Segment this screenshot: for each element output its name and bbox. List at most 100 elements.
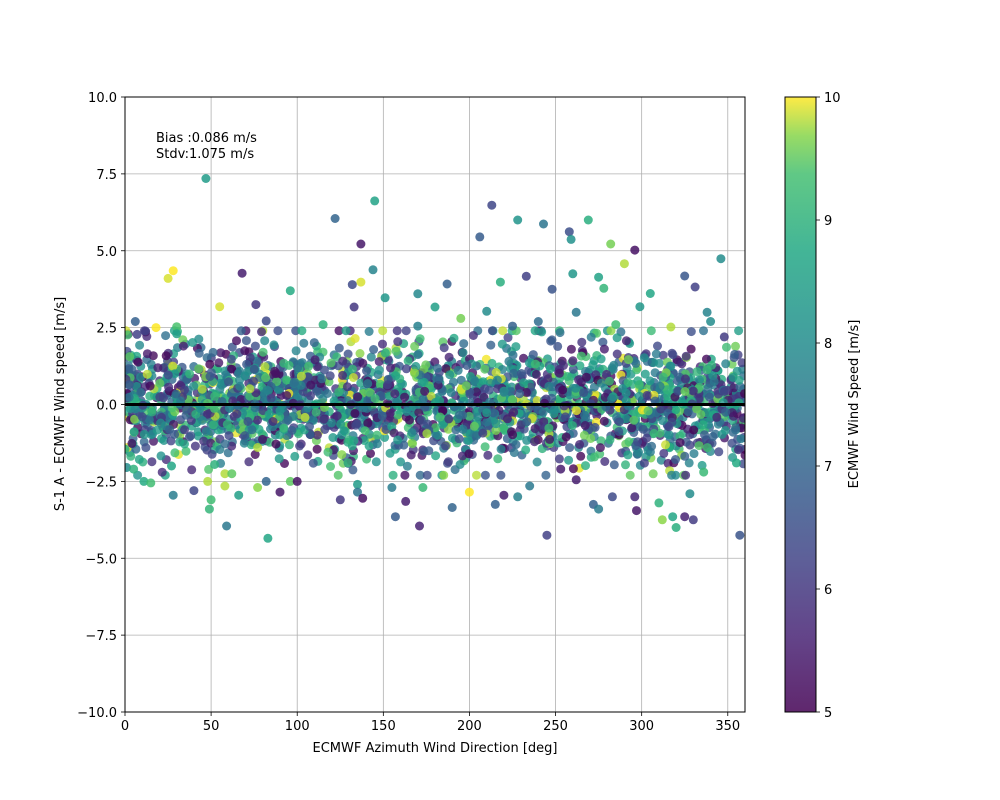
scatter-point (447, 503, 457, 512)
scatter-point (372, 430, 382, 440)
scatter-point (630, 492, 640, 502)
scatter-point (362, 366, 371, 376)
scatter-point (522, 435, 532, 445)
scatter-point (606, 239, 616, 249)
scatter-point (675, 431, 685, 441)
scatter-point (410, 368, 419, 378)
scatter-point (671, 455, 680, 464)
scatter-point (642, 433, 652, 443)
scatter-point (408, 439, 417, 449)
scatter-point (553, 341, 563, 351)
scatter-point (575, 440, 585, 449)
scatter-point (163, 273, 173, 283)
scatter-point (413, 289, 423, 299)
scatter-point (493, 454, 503, 464)
scatter-point (522, 417, 532, 427)
scatter-point (127, 438, 137, 448)
scatter-point (145, 391, 155, 401)
scatter-point (161, 351, 171, 361)
scatter-point (415, 334, 425, 344)
scatter-point (317, 374, 327, 384)
scatter-point (401, 364, 411, 374)
scatter-point (472, 470, 481, 480)
scatter-point (614, 417, 624, 427)
scatter-point (468, 331, 478, 340)
scatter-point (480, 364, 490, 374)
scatter-point (555, 328, 565, 338)
scatter-point (734, 375, 744, 385)
scatter-point (130, 414, 140, 424)
scatter-point (349, 302, 359, 312)
scatter-point (251, 300, 261, 310)
scatter-point (439, 470, 449, 480)
scatter-point (250, 341, 260, 351)
scatter-point (415, 470, 425, 480)
scatter-point (311, 407, 321, 417)
scatter-point (699, 467, 709, 477)
scatter-point (579, 388, 589, 398)
y-tick-label: −2.5 (85, 475, 117, 490)
scatter-point (180, 425, 189, 435)
scatter-point (136, 372, 145, 382)
scatter-point (348, 373, 358, 382)
scatter-point (222, 521, 232, 531)
scatter-point (507, 395, 517, 405)
scatter-point (560, 412, 570, 422)
scatter-point (282, 391, 292, 400)
scatter-point (261, 476, 271, 486)
scatter-point (410, 341, 420, 351)
scatter-point (187, 465, 197, 475)
scatter-point (390, 389, 400, 399)
scatter-point (463, 436, 473, 445)
scatter-point (186, 431, 196, 441)
scatter-point (654, 498, 664, 508)
scatter-point (377, 411, 387, 421)
scatter-point (462, 361, 472, 370)
scatter-point (554, 454, 564, 464)
scatter-point (580, 410, 589, 420)
scatter-point (567, 421, 577, 430)
scatter-point (650, 368, 660, 378)
scatter-point (129, 427, 139, 437)
scatter-point (180, 385, 189, 395)
scatter-point (242, 359, 252, 369)
scatter-point (356, 239, 366, 249)
scatter-point (647, 441, 657, 451)
scatter-point (172, 322, 182, 332)
scatter-point (491, 419, 501, 429)
scatter-point (571, 383, 581, 393)
scatter-point (223, 448, 233, 458)
scatter-point (475, 232, 485, 242)
scatter-point (667, 470, 677, 480)
scatter-point (638, 424, 648, 434)
scatter-point (206, 495, 216, 505)
scatter-point (141, 443, 151, 453)
scatter-point (630, 245, 640, 255)
scatter-point (414, 408, 424, 417)
scatter-point (348, 465, 358, 475)
scatter-point (645, 376, 655, 386)
scatter-point (739, 413, 745, 423)
scatter-point (555, 368, 564, 378)
scatter-point (508, 430, 518, 440)
scatter-point (227, 469, 237, 479)
scatter-point (449, 333, 459, 343)
x-tick-label: 50 (203, 719, 220, 734)
scatter-point (415, 521, 424, 531)
scatter-point (621, 336, 631, 346)
scatter-point (197, 384, 207, 394)
scatter-point (292, 476, 302, 486)
scatter-point (681, 351, 691, 361)
scatter-point (204, 504, 214, 514)
scatter-point (208, 420, 218, 430)
scatter-point (364, 327, 374, 336)
scatter-point (490, 499, 500, 509)
scatter-point (579, 430, 589, 440)
y-tick-label: −7.5 (85, 629, 117, 644)
scatter-point (455, 460, 465, 469)
scatter-point (525, 481, 535, 491)
scatter-point (612, 333, 622, 343)
scatter-point (689, 449, 699, 459)
scatter-point (125, 444, 130, 454)
scatter-point (629, 415, 639, 425)
